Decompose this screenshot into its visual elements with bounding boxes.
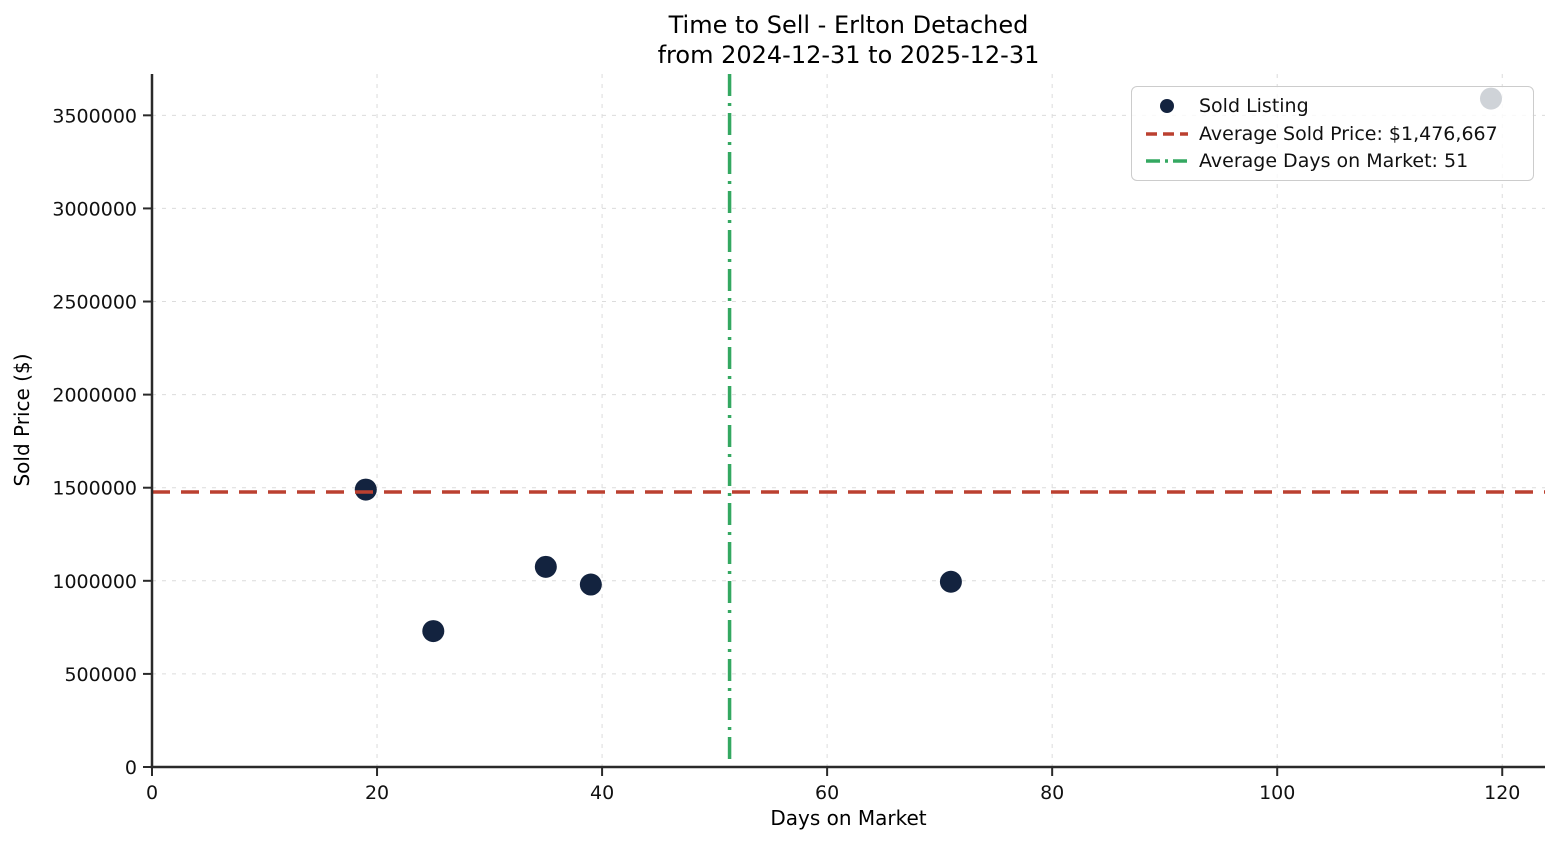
y-tick-label: 0 — [125, 757, 137, 779]
scatter-point — [422, 620, 445, 643]
x-tick-label: 100 — [1259, 782, 1295, 804]
scatter-point — [939, 570, 962, 593]
y-tick-label: 500000 — [64, 664, 137, 686]
legend-label-average-sold-price: Average Sold Price: $1,476,667 — [1199, 122, 1498, 145]
dashdot-line-icon — [1144, 158, 1190, 164]
x-tick-label: 120 — [1484, 782, 1520, 804]
chart-title-line1: Time to Sell - Erlton Detached — [668, 11, 1029, 39]
y-tick-label: 1500000 — [52, 478, 137, 500]
x-axis-label: Days on Market — [770, 806, 927, 830]
y-tick-label: 3000000 — [52, 198, 137, 220]
y-tick-label: 1000000 — [52, 571, 137, 593]
y-axis-label: Sold Price ($) — [10, 353, 34, 487]
sold-listing-marker-icon — [1144, 97, 1190, 115]
x-tick-label: 0 — [146, 782, 158, 804]
legend: Sold Listing Average Sold Price: $1,476,… — [1131, 86, 1534, 181]
chart-title-line2: from 2024-12-31 to 2025-12-31 — [657, 41, 1040, 69]
legend-label-sold-listing: Sold Listing — [1199, 94, 1309, 117]
y-tick-label: 2000000 — [52, 385, 137, 407]
scatter-point — [534, 555, 557, 578]
scatter-point — [354, 478, 377, 501]
x-tick-label: 60 — [815, 782, 839, 804]
legend-item-sold-listing: Sold Listing — [1144, 92, 1523, 120]
y-tick-label: 3500000 — [52, 105, 137, 127]
chart-title: Time to Sell - Erlton Detached from 2024… — [152, 10, 1545, 70]
x-tick-label: 20 — [365, 782, 389, 804]
legend-item-average-sold-price: Average Sold Price: $1,476,667 — [1144, 120, 1523, 148]
dashed-line-icon — [1144, 131, 1190, 137]
legend-label-average-days-on-market: Average Days on Market: 51 — [1199, 150, 1469, 173]
scatter-point — [579, 573, 602, 596]
x-tick-label: 40 — [590, 782, 614, 804]
legend-item-average-days-on-market: Average Days on Market: 51 — [1144, 147, 1523, 175]
x-tick-label: 80 — [1040, 782, 1064, 804]
y-tick-label: 2500000 — [52, 292, 137, 314]
